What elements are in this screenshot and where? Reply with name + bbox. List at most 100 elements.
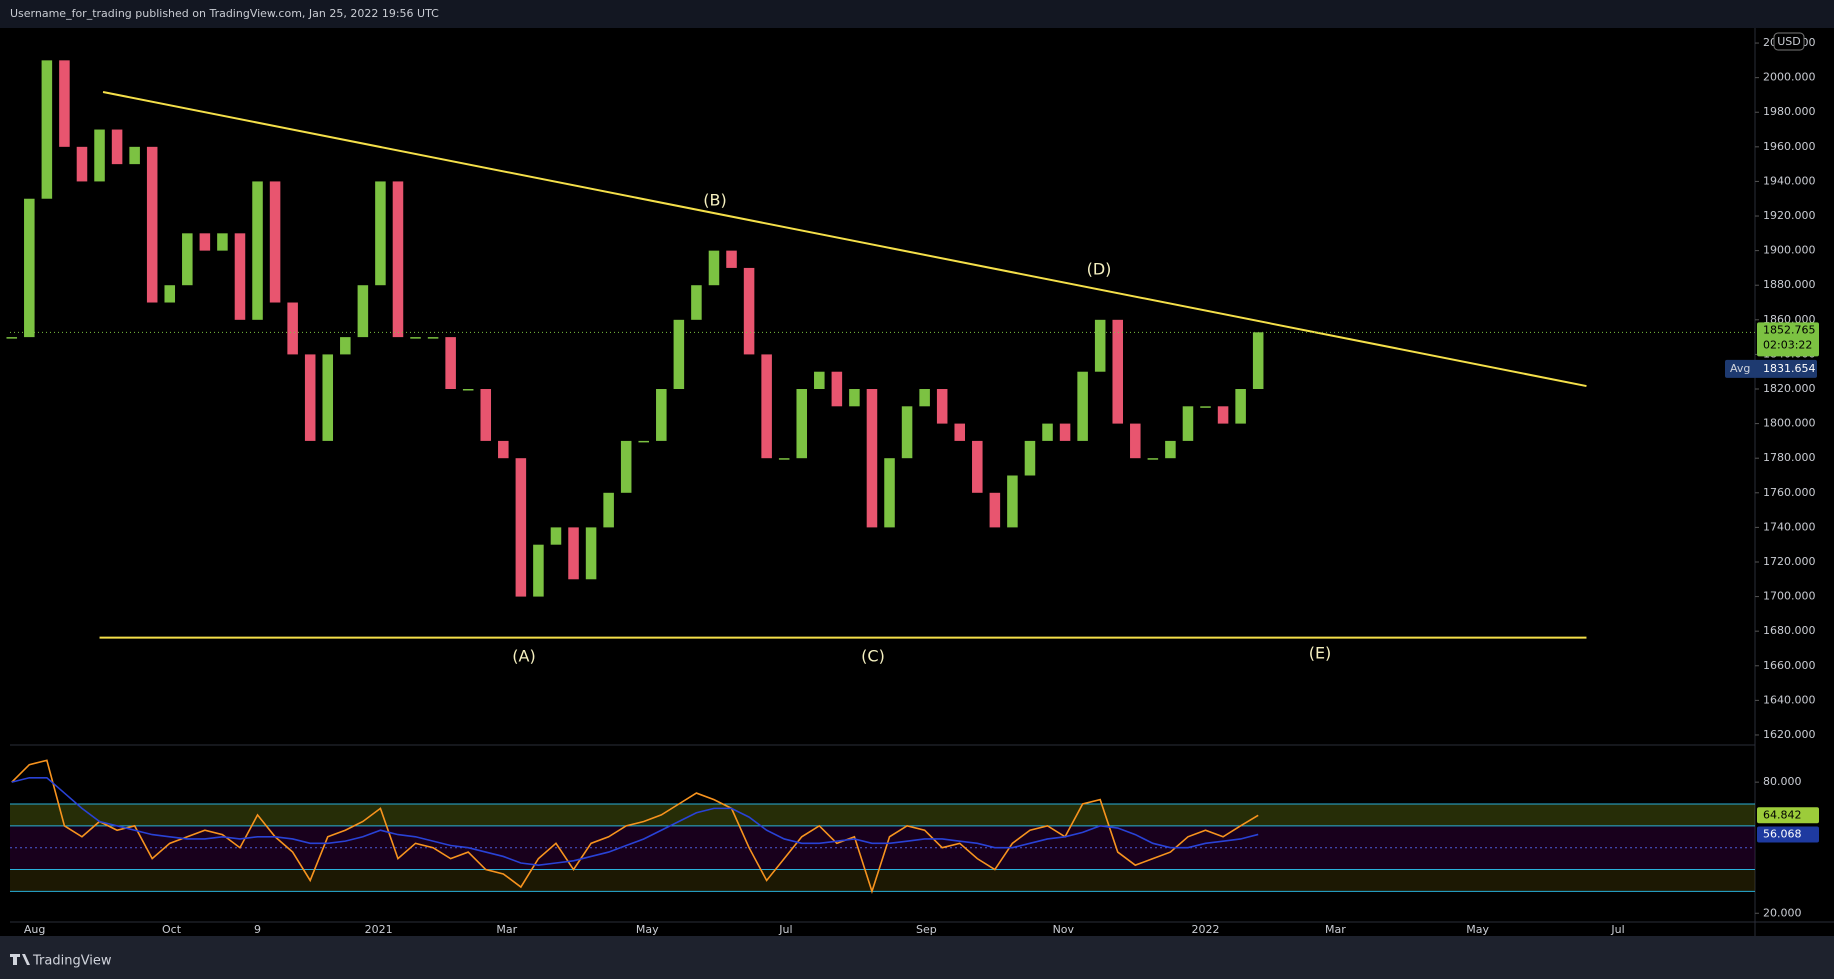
- indicator-value-box: [1757, 807, 1819, 824]
- x-tick-label: Oct: [162, 923, 182, 936]
- currency-label: USD: [1777, 35, 1801, 48]
- x-tick-label: Aug: [24, 923, 45, 936]
- candle: [1059, 423, 1071, 441]
- wave-label: (E): [1309, 644, 1332, 663]
- avg-box: [1725, 359, 1817, 378]
- candle: [427, 337, 439, 339]
- wave-label: (C): [861, 647, 885, 666]
- candle: [94, 129, 105, 182]
- header-bar: [0, 0, 1834, 28]
- candle: [269, 181, 281, 303]
- wave-label: (D): [1087, 260, 1112, 279]
- candle: [989, 492, 1001, 528]
- candle: [182, 233, 193, 286]
- x-tick-label: May: [636, 923, 659, 936]
- x-tick-label: May: [1466, 923, 1489, 936]
- candle: [866, 389, 878, 528]
- logo-icon: [10, 954, 30, 965]
- candle: [515, 458, 527, 597]
- trendline: [102, 91, 1587, 388]
- candle: [129, 146, 140, 165]
- candle: [1147, 458, 1159, 460]
- candle: [217, 233, 228, 251]
- candle: [340, 337, 351, 355]
- x-tick-label: Jul: [1610, 923, 1624, 936]
- candle: [164, 285, 176, 303]
- candle: [796, 389, 808, 459]
- x-tick-label: Nov: [1053, 923, 1075, 936]
- candle: [638, 440, 650, 443]
- candle: [919, 389, 930, 407]
- candle: [1252, 332, 1264, 390]
- x-tick-label: Jul: [778, 923, 792, 936]
- x-tick-label: 9: [254, 923, 261, 936]
- candle: [76, 146, 88, 182]
- y-tick-label: 1960.000: [1763, 140, 1816, 153]
- wave-label: (B): [703, 191, 726, 210]
- candle: [831, 371, 843, 407]
- indicator-value-label: 64.842: [1763, 808, 1802, 821]
- x-tick-label: Sep: [916, 923, 937, 936]
- level-band: [10, 804, 1755, 826]
- y-tick-label: 1920.000: [1763, 209, 1816, 222]
- candle: [1182, 406, 1194, 441]
- y-tick-label: 1780.000: [1763, 451, 1816, 464]
- candle: [59, 60, 70, 147]
- indicator-value-box: [1757, 826, 1819, 843]
- x-tick-label: 2022: [1192, 923, 1220, 936]
- candle: [884, 458, 895, 528]
- indicator-value-label: 56.068: [1763, 827, 1802, 840]
- candle: [304, 354, 316, 441]
- candle: [743, 267, 755, 355]
- candle: [1200, 406, 1211, 408]
- candle: [778, 458, 790, 460]
- candle: [1007, 475, 1018, 528]
- x-tick-label: 2021: [365, 923, 393, 936]
- avg-label: 1831.654: [1763, 362, 1816, 375]
- x-tick-label: Mar: [1325, 923, 1346, 936]
- candle: [585, 527, 597, 580]
- candle: [1165, 440, 1176, 459]
- candle: [954, 423, 966, 441]
- footer-brand: TradingView: [32, 954, 112, 969]
- wave-label: (A): [512, 647, 535, 666]
- candle: [1094, 319, 1106, 372]
- candle: [252, 181, 263, 320]
- y-tick-label: 1980.000: [1763, 105, 1816, 118]
- y-tick-label: 1620.000: [1763, 728, 1816, 741]
- candle: [6, 337, 18, 339]
- candle: [814, 371, 825, 390]
- candle: [673, 319, 685, 390]
- candle: [287, 302, 298, 355]
- y-tick-label: 2000.000: [1763, 71, 1816, 84]
- candle: [498, 440, 509, 459]
- y-tick-label: 1940.000: [1763, 174, 1816, 187]
- countdown-label: 02:03:22: [1763, 338, 1812, 351]
- candle: [392, 181, 404, 338]
- indicator-line: [11, 759, 1259, 895]
- candle: [146, 146, 158, 303]
- candle: [849, 389, 860, 407]
- y-tick-label: 1740.000: [1763, 520, 1816, 533]
- level-band: [10, 869, 1755, 892]
- candle: [656, 389, 667, 441]
- candle: [691, 285, 702, 320]
- y-tick-label: 1820.000: [1763, 382, 1816, 395]
- avg-tag: Avg: [1730, 362, 1750, 375]
- y-tick-label: 1900.000: [1763, 244, 1816, 257]
- candle: [1112, 319, 1124, 424]
- candle: [726, 250, 737, 268]
- currency-badge: [1773, 32, 1805, 51]
- y-tick-label: 1800.000: [1763, 417, 1816, 430]
- y-tick-label: 1640.000: [1763, 693, 1816, 706]
- candle: [568, 527, 579, 580]
- candle: [199, 233, 211, 251]
- candle: [761, 354, 772, 459]
- x-tick-label: Mar: [496, 923, 517, 936]
- candle: [936, 389, 948, 424]
- candle: [972, 440, 983, 493]
- candle: [111, 129, 123, 165]
- y-tick-label: 1760.000: [1763, 486, 1816, 499]
- candle: [462, 389, 474, 391]
- y-tick-label: 1680.000: [1763, 624, 1816, 637]
